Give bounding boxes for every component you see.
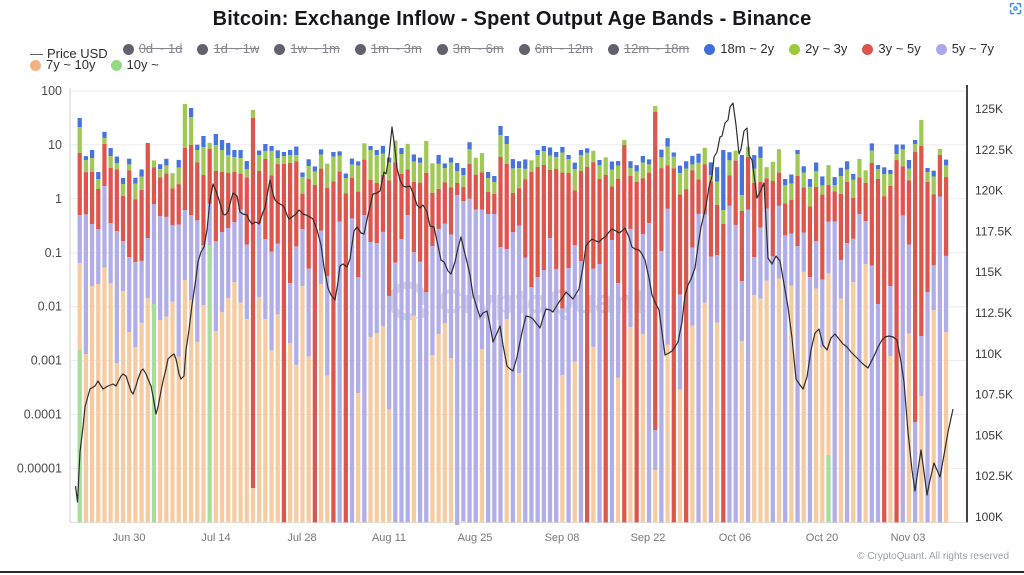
svg-text:125K: 125K [975,102,1003,116]
svg-text:Sep 22: Sep 22 [631,532,666,544]
svg-text:1: 1 [55,192,62,206]
svg-text:0.001: 0.001 [31,354,62,368]
svg-text:100K: 100K [975,510,1003,524]
svg-text:100: 100 [41,84,62,98]
svg-text:0.00001: 0.00001 [17,461,62,475]
svg-text:115K: 115K [975,265,1002,279]
svg-text:Jul 14: Jul 14 [201,532,230,544]
svg-text:117.5K: 117.5K [975,224,1012,238]
svg-text:112.5K: 112.5K [975,306,1012,320]
svg-text:10: 10 [48,138,62,152]
svg-text:0.0001: 0.0001 [24,408,62,422]
svg-text:122.5K: 122.5K [975,143,1013,157]
svg-text:Sep 08: Sep 08 [545,532,580,544]
svg-text:Aug 11: Aug 11 [372,532,406,544]
svg-text:Aug 25: Aug 25 [458,532,493,544]
svg-text:0.1: 0.1 [45,246,62,260]
svg-text:Oct 20: Oct 20 [806,532,838,544]
svg-text:Oct 06: Oct 06 [719,532,751,544]
svg-text:120K: 120K [975,184,1003,198]
svg-text:Jul 28: Jul 28 [287,532,316,544]
svg-text:Nov 03: Nov 03 [891,532,926,544]
svg-text:0.01: 0.01 [38,300,62,314]
svg-text:105K: 105K [975,428,1003,442]
svg-text:Jun 30: Jun 30 [112,532,145,544]
svg-text:110K: 110K [975,347,1002,361]
svg-text:© CryptoQuant. All rights rese: © CryptoQuant. All rights reserved [857,551,1009,562]
svg-text:107.5K: 107.5K [975,388,1013,402]
svg-text:102.5K: 102.5K [975,469,1013,483]
